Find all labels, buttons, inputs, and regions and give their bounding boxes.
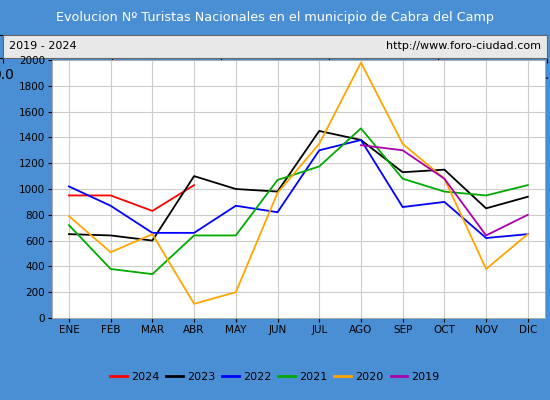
Text: 2019 - 2024: 2019 - 2024 bbox=[9, 41, 77, 51]
Legend: 2024, 2023, 2022, 2021, 2020, 2019: 2024, 2023, 2022, 2021, 2020, 2019 bbox=[106, 368, 444, 386]
Text: http://www.foro-ciudad.com: http://www.foro-ciudad.com bbox=[386, 41, 541, 51]
Text: Evolucion Nº Turistas Nacionales en el municipio de Cabra del Camp: Evolucion Nº Turistas Nacionales en el m… bbox=[56, 10, 494, 24]
